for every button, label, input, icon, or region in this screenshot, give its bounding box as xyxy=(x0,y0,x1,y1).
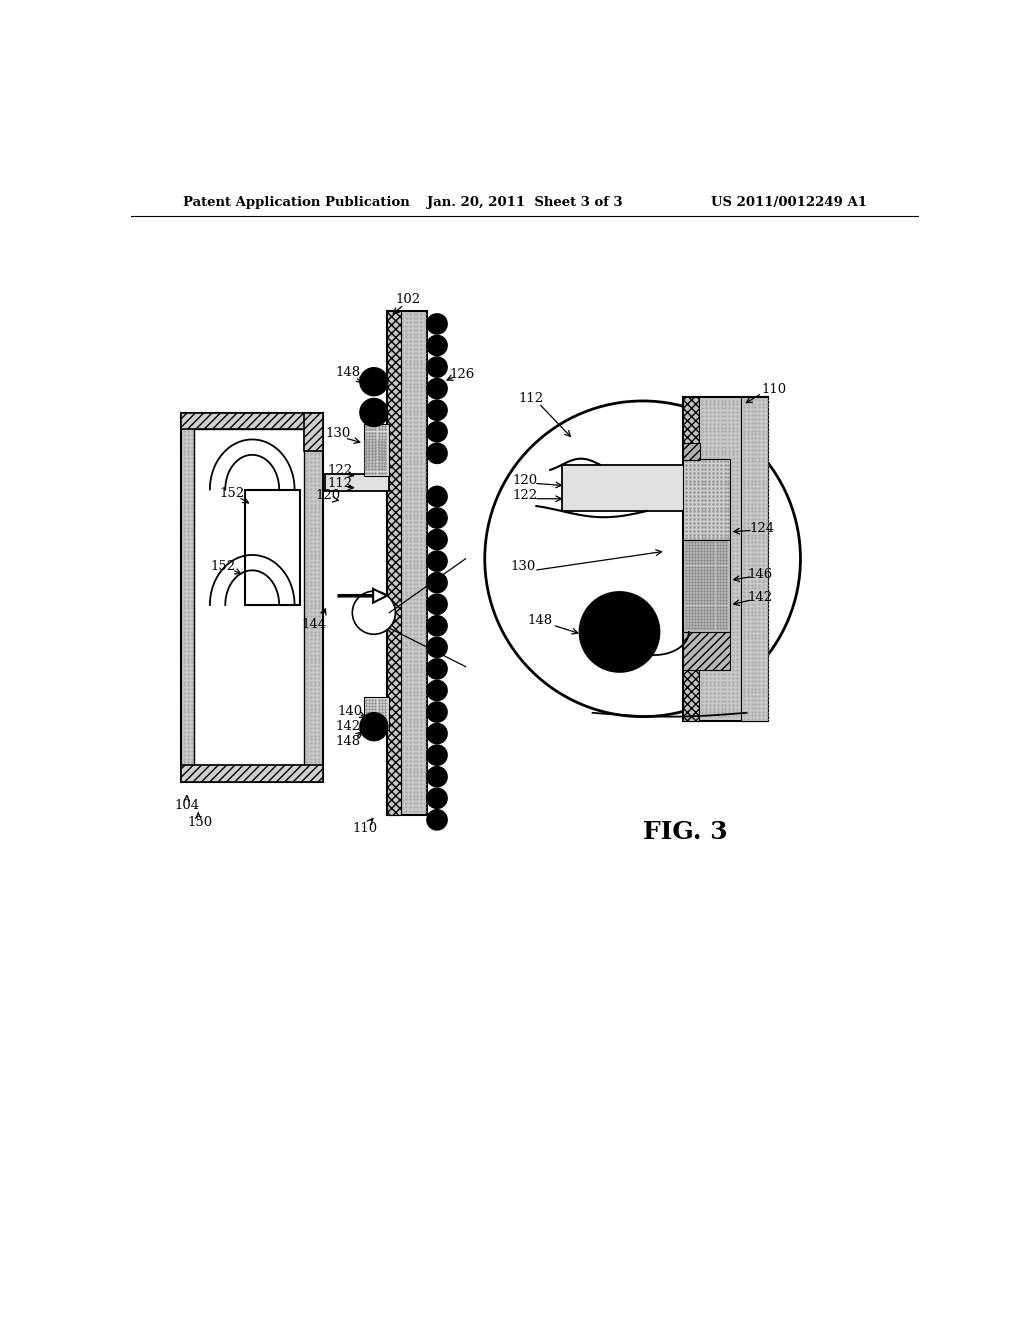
Circle shape xyxy=(360,368,388,396)
Bar xyxy=(195,429,304,766)
Text: 110: 110 xyxy=(761,383,786,396)
Circle shape xyxy=(427,487,447,507)
Bar xyxy=(180,412,323,429)
Circle shape xyxy=(427,508,447,528)
Text: 120: 120 xyxy=(512,474,538,487)
Text: 150: 150 xyxy=(187,816,212,829)
Text: 124: 124 xyxy=(750,521,774,535)
Circle shape xyxy=(427,681,447,701)
Circle shape xyxy=(352,591,395,635)
Circle shape xyxy=(427,358,447,378)
Text: 144: 144 xyxy=(301,618,327,631)
Text: 148: 148 xyxy=(527,614,553,627)
Bar xyxy=(683,632,730,671)
Circle shape xyxy=(427,767,447,787)
Bar xyxy=(741,397,768,721)
Circle shape xyxy=(427,444,447,463)
Circle shape xyxy=(427,314,447,334)
Circle shape xyxy=(427,552,447,572)
Text: 146: 146 xyxy=(748,568,773,581)
Circle shape xyxy=(360,399,388,426)
Text: 112: 112 xyxy=(518,392,544,405)
Circle shape xyxy=(427,744,447,766)
Bar xyxy=(364,424,388,477)
Circle shape xyxy=(427,573,447,593)
Circle shape xyxy=(427,615,447,636)
Circle shape xyxy=(427,335,447,355)
Text: 148: 148 xyxy=(335,366,360,379)
Text: 112: 112 xyxy=(328,477,352,490)
Bar xyxy=(326,474,388,491)
Bar xyxy=(364,697,388,730)
Bar xyxy=(683,397,768,721)
Circle shape xyxy=(427,400,447,420)
Text: 126: 126 xyxy=(450,367,474,380)
Text: 148: 148 xyxy=(336,735,361,748)
Text: 142: 142 xyxy=(336,721,361,733)
Text: 110: 110 xyxy=(353,822,378,834)
Text: 104: 104 xyxy=(174,799,200,812)
Circle shape xyxy=(580,591,659,672)
Bar xyxy=(387,312,400,816)
Circle shape xyxy=(427,659,447,678)
Circle shape xyxy=(427,422,447,442)
Text: Jan. 20, 2011  Sheet 3 of 3: Jan. 20, 2011 Sheet 3 of 3 xyxy=(427,195,623,209)
Text: 122: 122 xyxy=(328,463,352,477)
Circle shape xyxy=(427,810,447,830)
Text: 102: 102 xyxy=(395,293,420,306)
Bar xyxy=(180,412,323,781)
Circle shape xyxy=(427,702,447,722)
Circle shape xyxy=(427,379,447,399)
Circle shape xyxy=(484,401,801,717)
Text: 152: 152 xyxy=(210,560,236,573)
Text: 130: 130 xyxy=(511,560,536,573)
Bar xyxy=(683,540,730,632)
Text: Patent Application Publication: Patent Application Publication xyxy=(183,195,410,209)
Circle shape xyxy=(427,788,447,808)
Text: 130: 130 xyxy=(326,426,351,440)
Bar xyxy=(562,465,685,511)
Text: 122: 122 xyxy=(512,490,538,502)
Circle shape xyxy=(427,594,447,614)
Text: FIG. 3: FIG. 3 xyxy=(643,820,727,845)
Circle shape xyxy=(360,713,388,741)
Circle shape xyxy=(427,529,447,549)
FancyArrow shape xyxy=(339,589,387,603)
Text: US 2011/0012249 A1: US 2011/0012249 A1 xyxy=(711,195,866,209)
Text: 152: 152 xyxy=(219,487,245,500)
Circle shape xyxy=(427,723,447,743)
Bar xyxy=(245,490,300,605)
Bar xyxy=(304,412,323,451)
Bar xyxy=(180,766,323,781)
Circle shape xyxy=(427,638,447,657)
Bar xyxy=(683,397,698,721)
Text: 120: 120 xyxy=(315,490,341,502)
Text: 142: 142 xyxy=(748,591,773,603)
Bar xyxy=(683,444,700,461)
Bar xyxy=(683,459,730,540)
Text: 140: 140 xyxy=(338,705,362,718)
Bar xyxy=(387,312,427,816)
